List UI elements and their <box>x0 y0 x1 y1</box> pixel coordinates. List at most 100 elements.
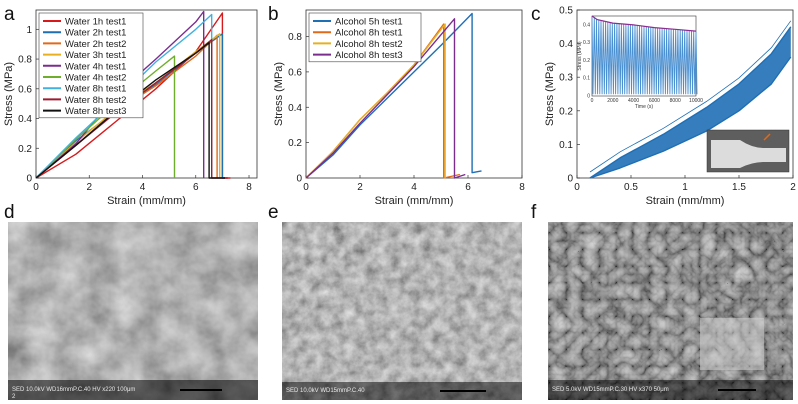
legend-label-b: Alcohol 8h test1 <box>335 28 403 39</box>
inset-y-tick-label: 0.2 <box>583 58 590 64</box>
y-tick-label-c: 0.3 <box>559 73 573 84</box>
x-tick-label-a: 8 <box>246 182 252 193</box>
inset-x-tick-label: 6000 <box>649 98 660 104</box>
legend-label-a: Water 4h test2 <box>65 73 126 84</box>
y-tick-label-c: 0.4 <box>559 39 573 50</box>
y-tick-label-a: 0.2 <box>18 144 32 155</box>
x-tick-label-c: 1 <box>682 182 688 193</box>
sem-image-f-caption: SED 5.0kV WD15mmP.C.30 HV x370 50μm <box>552 387 669 393</box>
series-line-a-4 <box>35 10 205 179</box>
inset-x-tick-label: 10000 <box>689 98 703 104</box>
sem-image-e-caption: SED 10.0kV WD15mmP.C.40 <box>286 388 365 394</box>
panel-label-f: f <box>531 202 537 223</box>
y-tick-label-b: 0.8 <box>288 32 302 43</box>
x-axis-label-c: Strain (mm/mm) <box>646 195 725 207</box>
x-tick-label-b: 8 <box>519 182 525 193</box>
legend-label-a: Water 2h test2 <box>65 39 126 50</box>
x-axis-label-a: Strain (mm/mm) <box>107 195 186 207</box>
panel-label-c: c <box>531 4 541 25</box>
x-tick-label-c: 0.5 <box>624 182 638 193</box>
legend-label-b: Alcohol 5h test1 <box>335 17 403 28</box>
x-axis-label-b: Strain (mm/mm) <box>375 195 454 207</box>
sem-image-e-texture <box>282 222 522 400</box>
sem-image-d: SED 10.0kV WD16mmP.C.40 HV x220 100μm 2 <box>8 222 258 400</box>
chart-panel-b: 0 2 4 6 8 0 0.2 0.4 0.6 0.8 Strain (mm/mm) Stress (… <box>273 9 525 207</box>
loading-curve-c <box>589 20 792 173</box>
sem-image-f-infobar <box>548 380 793 400</box>
y-tick-label-b: 0.6 <box>288 67 302 78</box>
legend-label-a: Water 2h test1 <box>65 28 126 39</box>
series-line-a-1 <box>35 33 224 179</box>
x-tick-label-a: 6 <box>193 182 199 193</box>
sem-image-f-texture <box>548 222 793 400</box>
y-tick-label-a: 1 <box>26 25 32 36</box>
legend-label-a: Water 8h test2 <box>65 95 126 106</box>
sem-image-f-plate <box>700 318 764 370</box>
inset-cycles <box>591 15 698 95</box>
y-tick-label-c: 0.1 <box>559 140 573 151</box>
sem-image-e: SED 10.0kV WD15mmP.C.40 <box>282 222 522 400</box>
specimen-shape <box>711 140 786 168</box>
chart-panel-c: 0 0.5 1 1.5 2 0 0.1 0.2 0.3 0.4 0.5 Strain (mm/mm) S… <box>544 6 796 208</box>
sem-image-e-infobar <box>282 382 522 400</box>
inset-x-tick-label: 2000 <box>607 98 618 104</box>
legend-label-a: Water 1h test1 <box>65 17 126 28</box>
y-axis-label-a: Stress (MPa) <box>3 62 15 126</box>
series-line-a-6 <box>35 13 213 179</box>
panel-label-d: d <box>4 202 15 223</box>
panel-label-a: a <box>4 4 15 25</box>
legend-label-a: Water 8h test1 <box>65 84 126 95</box>
inset-y-tick-label: 0 <box>587 94 590 100</box>
y-tick-label-b: 0.4 <box>288 103 302 114</box>
y-tick-label-a: 0.8 <box>18 55 32 66</box>
sem-image-d-texture <box>8 222 258 400</box>
chart-panel-a: 0 2 4 6 8 0 0.2 0.4 0.6 0.8 1 Strain (mm/mm) Stress … <box>3 9 258 207</box>
legend-label-a: Water 4h test1 <box>65 61 126 72</box>
sem-image-d-infobar <box>8 380 258 400</box>
legend-label-a: Water 3h test1 <box>65 50 126 61</box>
sem-image-f: SED 5.0kV WD15mmP.C.30 HV x370 50μm <box>548 222 793 400</box>
legend-label-b: Alcohol 8h test3 <box>335 50 403 61</box>
series-line-b-0 <box>305 12 482 179</box>
x-tick-label-c: 2 <box>790 182 796 193</box>
y-tick-label-c: 0 <box>567 174 573 185</box>
x-tick-label-a: 4 <box>140 182 146 193</box>
x-tick-label-b: 6 <box>465 182 471 193</box>
legend-label-b: Alcohol 8h test2 <box>335 39 403 50</box>
x-tick-label-b: 4 <box>411 182 417 193</box>
specimen-marker <box>763 133 771 141</box>
y-tick-label-c: 0.2 <box>559 106 573 117</box>
sem-image-d-caption-2: 2 <box>12 394 16 400</box>
y-tick-label-c: 0.5 <box>559 6 573 17</box>
y-tick-label-a: 0.6 <box>18 84 32 95</box>
x-tick-label-b: 0 <box>303 182 309 193</box>
inset-x-axis-label: Time (s) <box>635 104 653 110</box>
y-tick-label-b: 0.2 <box>288 138 302 149</box>
series-line-b-2 <box>305 23 446 179</box>
y-axis-label-c: Stress (MPa) <box>544 62 556 126</box>
sem-image-d-caption: SED 10.0kV WD16mmP.C.40 HV x220 100μm <box>12 387 135 393</box>
panel-label-e: e <box>268 202 279 223</box>
x-tick-label-a: 2 <box>86 182 92 193</box>
x-tick-label-b: 2 <box>357 182 363 193</box>
y-tick-label-b: 0 <box>296 174 302 185</box>
series-line-b-3 <box>305 18 466 179</box>
x-tick-label-a: 0 <box>33 182 39 193</box>
inset-y-tick-label: 0.4 <box>583 22 590 28</box>
inset-y-axis-label: Stress (MPa) <box>577 41 583 71</box>
inset-y-tick-label: 0.1 <box>583 76 590 82</box>
panel-label-b: b <box>268 4 279 25</box>
inset-x-tick-label: 4000 <box>628 98 639 104</box>
y-tick-label-a: 0.4 <box>18 114 32 125</box>
x-tick-label-c: 1.5 <box>732 182 746 193</box>
inset-x-tick-label: 0 <box>591 98 594 104</box>
inset-y-tick-label: 0.3 <box>583 40 590 46</box>
series-line-a-8 <box>35 42 225 179</box>
y-axis-label-b: Stress (MPa) <box>273 62 285 126</box>
x-tick-label-c: 0 <box>574 182 580 193</box>
legend-label-a: Water 8h test3 <box>65 106 126 117</box>
y-tick-label-a: 0 <box>26 174 32 185</box>
inset-x-tick-label: 8000 <box>670 98 681 104</box>
inset-peak-line <box>591 15 697 32</box>
